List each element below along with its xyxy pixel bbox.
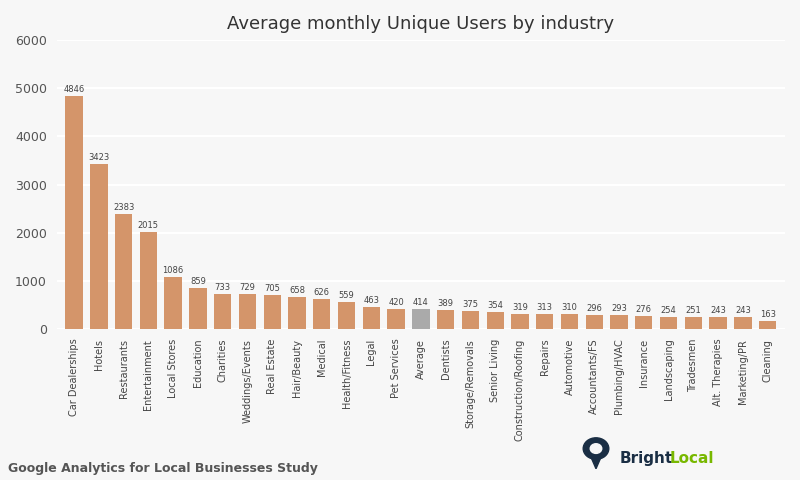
Bar [437,310,454,329]
Bar [66,96,82,329]
Title: Average monthly Unique Users by industry: Average monthly Unique Users by industry [227,15,614,33]
Bar [338,302,355,329]
Bar [486,312,504,329]
Text: 310: 310 [562,303,578,312]
Text: 163: 163 [760,310,776,319]
Bar [734,317,751,329]
Bar [90,164,107,329]
Bar [536,314,554,329]
Bar [115,214,132,329]
Text: 463: 463 [363,296,379,305]
Bar [462,311,479,329]
Bar [759,321,776,329]
Bar [710,317,726,329]
Circle shape [583,438,609,459]
Bar [685,317,702,329]
Polygon shape [591,457,601,468]
Bar [635,316,653,329]
Text: 354: 354 [487,301,503,310]
Text: 251: 251 [686,306,702,315]
Bar [362,307,380,329]
Bar [214,294,231,329]
Text: Local: Local [670,451,714,466]
Text: 276: 276 [636,305,652,314]
Text: 859: 859 [190,277,206,286]
Circle shape [590,444,602,454]
Text: 626: 626 [314,288,330,297]
Text: 733: 733 [214,283,230,292]
Text: 559: 559 [338,291,354,300]
Bar [165,277,182,329]
Text: 4846: 4846 [63,85,85,94]
Text: Google Analytics for Local Businesses Study: Google Analytics for Local Businesses St… [8,462,318,475]
Bar [238,294,256,329]
Bar [288,297,306,329]
Text: 296: 296 [586,304,602,313]
Text: 414: 414 [413,298,429,307]
Bar [561,314,578,329]
Text: 293: 293 [611,304,627,313]
Text: 705: 705 [264,284,280,293]
Bar [511,313,529,329]
Text: Bright: Bright [620,451,674,466]
Text: 2383: 2383 [113,204,134,212]
Text: 3423: 3423 [88,153,110,162]
Text: 1086: 1086 [162,266,184,275]
Bar [660,317,678,329]
Text: 243: 243 [710,306,726,315]
Bar [387,309,405,329]
Bar [412,309,430,329]
Bar [263,295,281,329]
Text: 375: 375 [462,300,478,309]
Bar [313,299,330,329]
Bar [190,288,206,329]
Bar [586,315,603,329]
Text: 319: 319 [512,303,528,312]
Text: 313: 313 [537,303,553,312]
Bar [140,232,157,329]
Text: 658: 658 [289,287,305,295]
Text: 389: 389 [438,300,454,308]
Bar [610,315,628,329]
Text: 729: 729 [239,283,255,292]
Text: 254: 254 [661,306,677,315]
Text: 243: 243 [735,306,751,315]
Text: 2015: 2015 [138,221,159,230]
Text: 420: 420 [388,298,404,307]
